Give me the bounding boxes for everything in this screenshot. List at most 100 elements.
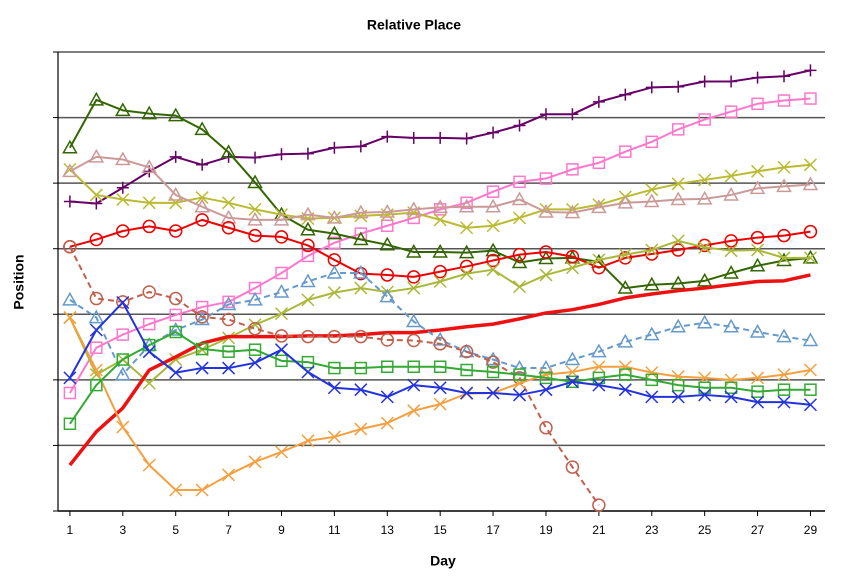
marker: [247, 291, 263, 306]
marker: [379, 203, 396, 218]
marker: [275, 266, 288, 280]
marker: [512, 211, 527, 225]
marker: [645, 243, 659, 257]
marker: [169, 366, 183, 380]
series: [63, 311, 817, 497]
marker: [645, 366, 659, 380]
marker: [749, 323, 766, 338]
marker: [513, 368, 526, 381]
marker: [141, 159, 158, 174]
marker: [116, 295, 130, 310]
marker: [777, 94, 791, 107]
marker: [169, 196, 183, 210]
marker: [645, 247, 659, 261]
x-tick-label: 13: [381, 523, 395, 537]
marker: [486, 365, 500, 379]
marker: [511, 360, 528, 374]
marker: [407, 404, 421, 418]
marker: [275, 148, 288, 161]
x-tick-label: 3: [119, 523, 126, 537]
marker: [486, 386, 500, 400]
marker: [751, 395, 765, 409]
marker: [460, 196, 473, 210]
marker: [274, 343, 289, 357]
marker: [406, 270, 421, 284]
marker: [565, 460, 580, 474]
marker: [301, 238, 315, 253]
marker: [513, 175, 526, 189]
marker: [63, 311, 77, 325]
series-line: [68, 273, 811, 467]
marker: [460, 267, 474, 281]
marker: [566, 108, 579, 121]
marker: [618, 383, 632, 397]
series: [63, 158, 817, 235]
marker: [221, 312, 236, 327]
marker: [301, 147, 314, 160]
marker: [300, 221, 316, 236]
marker: [381, 360, 394, 373]
marker: [380, 416, 394, 430]
marker: [327, 329, 342, 344]
marker: [432, 199, 448, 214]
marker: [169, 483, 183, 497]
marker: [777, 228, 791, 243]
marker: [274, 230, 289, 244]
marker: [592, 371, 606, 385]
marker: [672, 80, 685, 93]
marker: [485, 198, 501, 213]
marker: [592, 498, 606, 512]
marker: [724, 381, 738, 394]
marker: [724, 373, 738, 387]
marker: [221, 220, 236, 235]
marker: [513, 119, 526, 132]
marker: [486, 253, 500, 268]
marker: [381, 219, 394, 233]
x-tick-label: 21: [592, 523, 606, 537]
marker: [248, 228, 262, 243]
marker: [195, 342, 209, 356]
marker: [194, 198, 210, 213]
x-tick-label: 7: [225, 523, 232, 537]
marker: [116, 224, 130, 238]
marker: [63, 417, 77, 431]
marker: [539, 172, 553, 185]
marker: [512, 376, 527, 390]
marker: [723, 318, 739, 333]
marker: [433, 264, 447, 279]
marker: [301, 365, 315, 379]
marker: [670, 191, 686, 206]
series: [63, 325, 817, 431]
marker: [116, 181, 129, 194]
series: [62, 264, 819, 381]
marker: [434, 131, 447, 144]
marker: [803, 224, 818, 239]
marker: [63, 239, 77, 254]
x-tick-label: 1: [67, 523, 74, 537]
marker: [643, 326, 660, 341]
marker: [273, 211, 290, 226]
marker: [618, 360, 632, 374]
marker: [645, 81, 658, 94]
marker: [511, 191, 528, 206]
marker: [564, 351, 581, 366]
marker: [565, 261, 579, 275]
marker: [751, 71, 764, 84]
marker: [776, 178, 792, 193]
marker: [751, 97, 764, 111]
marker: [725, 75, 738, 88]
x-tick-label: 17: [486, 523, 500, 537]
x-tick-label: 23: [645, 523, 659, 537]
marker: [248, 343, 262, 356]
marker: [116, 353, 130, 366]
marker: [776, 252, 792, 267]
marker: [698, 381, 711, 394]
marker: [354, 140, 367, 153]
y-axis-label: Position: [11, 254, 27, 309]
marker: [142, 317, 156, 331]
marker: [539, 245, 553, 259]
marker: [617, 333, 634, 348]
marker: [328, 236, 341, 250]
marker: [220, 209, 237, 224]
marker: [116, 295, 130, 309]
